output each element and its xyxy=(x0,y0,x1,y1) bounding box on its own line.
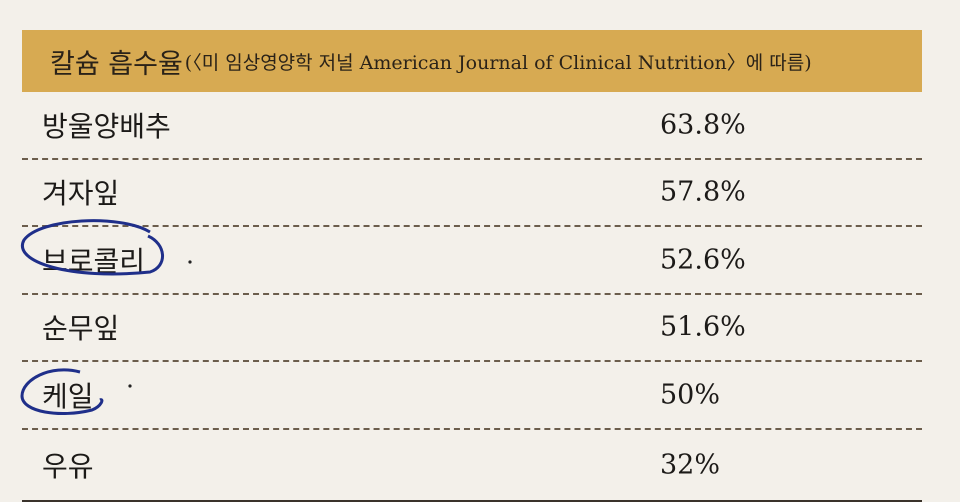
table-row: 케일 50% xyxy=(22,362,922,430)
food-name: 겨자잎 xyxy=(42,177,120,211)
absorption-rate: 32% xyxy=(660,449,721,480)
table-header: 칼슘 흡수율 (〈미 임상영양학 저널 American Journal of … xyxy=(22,30,922,92)
absorption-rate: 57.8% xyxy=(660,176,746,208)
table-body: 방울양배추 63.8% 겨자잎 57.8% 브로콜리 52.6% 순무잎 51.6% 케일 50%… xyxy=(22,92,922,502)
food-name: 케일 xyxy=(42,379,94,413)
absorption-rate: 52.6% xyxy=(660,244,746,276)
table-row: 브로콜리 52.6% xyxy=(22,227,922,295)
food-name: 순무잎 xyxy=(42,312,120,346)
food-name: 우유 xyxy=(42,449,94,483)
food-name: 브로콜리 xyxy=(42,244,146,278)
food-name: 방울양배추 xyxy=(42,109,171,143)
absorption-rate: 63.8% xyxy=(660,109,746,141)
table-row: 순무잎 51.6% xyxy=(22,295,922,362)
header-subtitle: (〈미 임상영양학 저널 American Journal of Clinica… xyxy=(184,51,812,74)
table-row: 우유 32% xyxy=(22,430,922,502)
absorption-rate: 51.6% xyxy=(660,311,746,343)
table-row: 겨자잎 57.8% xyxy=(22,160,922,227)
table-row: 방울양배추 63.8% xyxy=(22,92,922,160)
absorption-rate: 50% xyxy=(660,379,721,411)
header-title: 칼슘 흡수율 xyxy=(50,48,183,80)
